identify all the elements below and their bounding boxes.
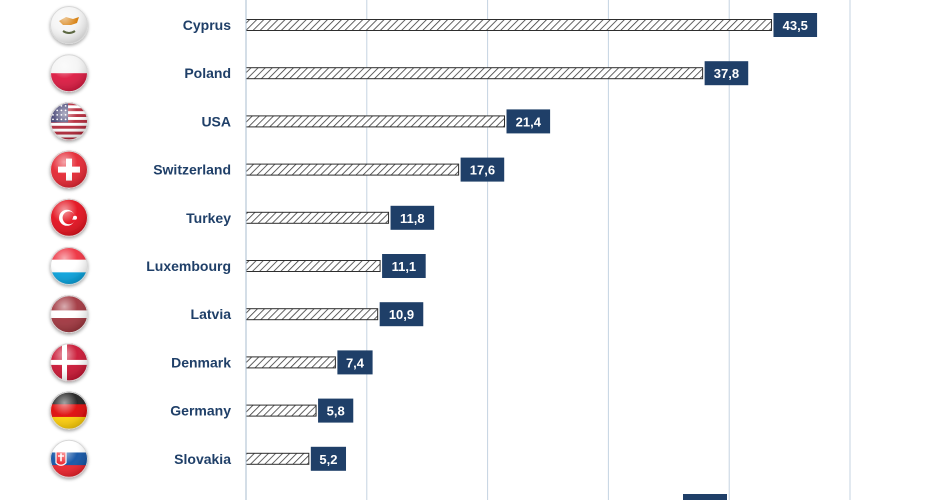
luxembourg-flag-icon: [50, 247, 88, 285]
chart-row: Cyprus 43,5: [50, 6, 818, 44]
usa-flag-icon: [50, 102, 88, 141]
category-label: Slovakia: [174, 451, 231, 467]
value-label: 37,8: [714, 66, 739, 81]
chart-row: Turkey 11,8: [50, 198, 435, 237]
category-label: Turkey: [186, 210, 231, 226]
slovakia-flag-icon: [50, 439, 88, 478]
bar: [245, 115, 506, 128]
chart-row: Switzerland 17,6: [50, 150, 505, 189]
value-label-box: [773, 13, 818, 37]
chart-row: Luxembourg 11,1: [50, 247, 426, 285]
bar: [245, 356, 336, 369]
category-label: Latvia: [191, 306, 232, 322]
partial-bar-offscreen: [683, 494, 727, 500]
value-label: 11,8: [400, 211, 425, 226]
value-label-box: [318, 398, 354, 423]
cyprus-flag-icon: [50, 6, 88, 44]
chart-row: Denmark 7,4: [50, 343, 373, 382]
switzerland-flag-icon: [50, 150, 88, 189]
bar: [245, 452, 310, 465]
category-label: Poland: [184, 65, 231, 81]
chart-rows: Cyprus 43,5 Poland 37,8 USA 21,4 Switzerland 17…: [50, 6, 818, 478]
value-label: 21,4: [516, 114, 542, 129]
category-label: Cyprus: [183, 17, 231, 33]
poland-flag-icon: [50, 54, 88, 93]
latvia-flag-icon: [50, 295, 88, 334]
value-label-box: [506, 109, 551, 134]
category-label: Luxembourg: [146, 258, 231, 274]
category-label: USA: [201, 113, 231, 129]
chart-row: Slovakia 5,2: [50, 439, 347, 478]
germany-flag-icon: [50, 391, 88, 430]
value-label: 10,9: [389, 307, 414, 322]
value-label: 5,8: [327, 404, 345, 419]
value-label: 17,6: [470, 163, 495, 178]
category-label: Germany: [170, 403, 231, 419]
chart-row: Latvia 10,9: [50, 295, 424, 334]
bar: [245, 19, 772, 31]
category-label: Denmark: [171, 354, 231, 370]
bar: [245, 404, 317, 417]
bar: [245, 260, 381, 272]
denmark-flag-icon: [50, 343, 88, 382]
value-label-box: [310, 446, 347, 471]
value-label-box: [704, 61, 749, 86]
chart-row: USA 21,4: [50, 102, 551, 141]
bar: [245, 308, 379, 321]
value-label: 7,4: [346, 355, 365, 370]
chart-row: Poland 37,8: [50, 54, 749, 93]
turkey-flag-icon: [50, 198, 88, 237]
bar: [245, 67, 704, 80]
value-label-box: [379, 302, 424, 327]
bar: [245, 163, 460, 176]
value-label-box: [390, 205, 435, 230]
value-label: 11,1: [392, 259, 417, 274]
value-label-box: [460, 157, 505, 182]
value-label: 43,5: [783, 18, 808, 33]
chart-row: Germany 5,8: [50, 391, 354, 430]
value-label: 5,2: [319, 452, 337, 467]
bar: [245, 211, 390, 224]
value-label-box: [382, 254, 426, 278]
value-label-box: [337, 350, 373, 375]
category-label: Switzerland: [153, 162, 231, 178]
